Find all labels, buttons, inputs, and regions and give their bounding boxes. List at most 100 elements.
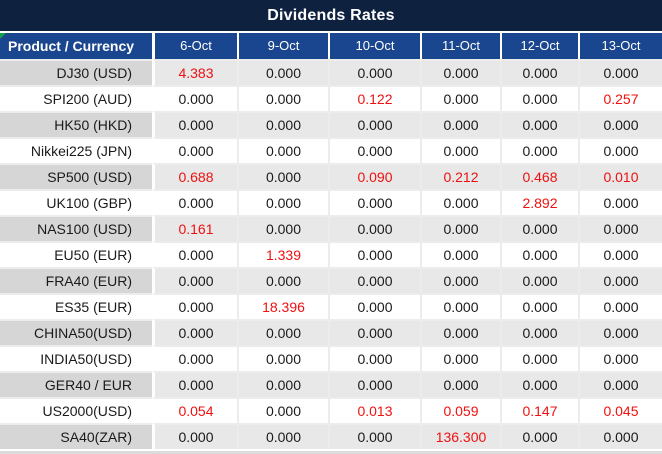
rate-cell[interactable]: 0.000: [328, 59, 420, 85]
rate-cell[interactable]: 0.000: [237, 267, 328, 293]
rate-cell[interactable]: 0.054: [152, 397, 237, 423]
product-cell[interactable]: Nikkei225 (JPN): [0, 137, 152, 163]
rate-cell[interactable]: 0.000: [500, 319, 578, 345]
header-product-currency[interactable]: Product / Currency: [0, 33, 152, 59]
rate-cell[interactable]: 0.147: [500, 397, 578, 423]
product-cell[interactable]: GER40 / EUR: [0, 371, 152, 397]
rate-cell[interactable]: 0.000: [420, 241, 500, 267]
rate-cell[interactable]: 0.000: [420, 319, 500, 345]
rate-cell[interactable]: 0.000: [152, 423, 237, 449]
header-date-10-oct[interactable]: 10-Oct: [328, 33, 420, 59]
rate-cell[interactable]: 0.000: [237, 189, 328, 215]
rate-cell[interactable]: 0.000: [237, 319, 328, 345]
rate-cell[interactable]: 0.000: [578, 215, 662, 241]
rate-cell[interactable]: 0.090: [328, 163, 420, 189]
rate-cell[interactable]: 0.000: [500, 85, 578, 111]
product-cell[interactable]: HK50 (HKD): [0, 111, 152, 137]
product-cell[interactable]: DJ30 (USD): [0, 59, 152, 85]
rate-cell[interactable]: 0.000: [328, 267, 420, 293]
product-cell[interactable]: UK100 (GBP): [0, 189, 152, 215]
rate-cell[interactable]: 0.059: [420, 397, 500, 423]
header-date-9-oct[interactable]: 9-Oct: [237, 33, 328, 59]
rate-cell[interactable]: 0.000: [328, 215, 420, 241]
header-date-12-oct[interactable]: 12-Oct: [500, 33, 578, 59]
rate-cell[interactable]: 0.000: [578, 111, 662, 137]
rate-cell[interactable]: 0.688: [152, 163, 237, 189]
header-date-11-oct[interactable]: 11-Oct: [420, 33, 500, 59]
product-cell[interactable]: CHINA50(USD): [0, 319, 152, 345]
rate-cell[interactable]: 0.000: [578, 137, 662, 163]
rate-cell[interactable]: 0.000: [328, 137, 420, 163]
rate-cell[interactable]: 0.000: [420, 215, 500, 241]
rate-cell[interactable]: 0.045: [578, 397, 662, 423]
rate-cell[interactable]: 0.000: [500, 293, 578, 319]
rate-cell[interactable]: 0.000: [578, 371, 662, 397]
rate-cell[interactable]: 0.000: [500, 215, 578, 241]
rate-cell[interactable]: 0.000: [328, 345, 420, 371]
rate-cell[interactable]: 0.000: [152, 345, 237, 371]
rate-cell[interactable]: 0.000: [328, 319, 420, 345]
rate-cell[interactable]: 0.000: [328, 189, 420, 215]
rate-cell[interactable]: 0.000: [500, 111, 578, 137]
product-cell[interactable]: SA40(ZAR): [0, 423, 152, 449]
rate-cell[interactable]: 0.000: [152, 137, 237, 163]
rate-cell[interactable]: 0.000: [500, 59, 578, 85]
rate-cell[interactable]: 0.000: [500, 241, 578, 267]
product-cell[interactable]: EU50 (EUR): [0, 241, 152, 267]
rate-cell[interactable]: 0.000: [420, 293, 500, 319]
rate-cell[interactable]: 0.000: [237, 371, 328, 397]
rate-cell[interactable]: 0.000: [578, 189, 662, 215]
rate-cell[interactable]: 0.000: [578, 241, 662, 267]
rate-cell[interactable]: 0.013: [328, 397, 420, 423]
rate-cell[interactable]: 18.396: [237, 293, 328, 319]
rate-cell[interactable]: 0.000: [420, 85, 500, 111]
rate-cell[interactable]: 0.000: [237, 59, 328, 85]
rate-cell[interactable]: 0.000: [578, 267, 662, 293]
rate-cell[interactable]: 0.000: [237, 215, 328, 241]
rate-cell[interactable]: 0.010: [578, 163, 662, 189]
rate-cell[interactable]: 0.468: [500, 163, 578, 189]
rate-cell[interactable]: 0.000: [578, 423, 662, 449]
rate-cell[interactable]: 0.000: [420, 345, 500, 371]
product-cell[interactable]: SPI200 (AUD): [0, 85, 152, 111]
rate-cell[interactable]: 0.000: [152, 293, 237, 319]
rate-cell[interactable]: 0.000: [328, 423, 420, 449]
header-date-6-oct[interactable]: 6-Oct: [152, 33, 237, 59]
rate-cell[interactable]: 136.300: [420, 423, 500, 449]
rate-cell[interactable]: 0.000: [500, 345, 578, 371]
rate-cell[interactable]: 0.000: [578, 293, 662, 319]
product-cell[interactable]: FRA40 (EUR): [0, 267, 152, 293]
rate-cell[interactable]: 0.000: [152, 189, 237, 215]
rate-cell[interactable]: 0.000: [237, 111, 328, 137]
header-date-13-oct[interactable]: 13-Oct: [578, 33, 662, 59]
product-cell[interactable]: INDIA50(USD): [0, 345, 152, 371]
rate-cell[interactable]: 0.122: [328, 85, 420, 111]
rate-cell[interactable]: 0.000: [578, 59, 662, 85]
rate-cell[interactable]: 0.212: [420, 163, 500, 189]
rate-cell[interactable]: 2.892: [500, 189, 578, 215]
rate-cell[interactable]: 0.000: [420, 267, 500, 293]
rate-cell[interactable]: 0.000: [420, 59, 500, 85]
rate-cell[interactable]: 0.000: [328, 111, 420, 137]
rate-cell[interactable]: 4.383: [152, 59, 237, 85]
rate-cell[interactable]: 0.000: [237, 85, 328, 111]
rate-cell[interactable]: 0.000: [420, 137, 500, 163]
rate-cell[interactable]: 0.000: [420, 371, 500, 397]
rate-cell[interactable]: 0.000: [500, 267, 578, 293]
rate-cell[interactable]: 0.000: [237, 345, 328, 371]
product-cell[interactable]: ES35 (EUR): [0, 293, 152, 319]
rate-cell[interactable]: 0.000: [237, 137, 328, 163]
rate-cell[interactable]: 0.000: [500, 423, 578, 449]
rate-cell[interactable]: 0.000: [500, 371, 578, 397]
rate-cell[interactable]: 0.000: [578, 319, 662, 345]
rate-cell[interactable]: 0.000: [152, 371, 237, 397]
product-cell[interactable]: US2000(USD): [0, 397, 152, 423]
rate-cell[interactable]: 0.000: [237, 397, 328, 423]
rate-cell[interactable]: 0.000: [328, 371, 420, 397]
rate-cell[interactable]: 0.000: [420, 189, 500, 215]
rate-cell[interactable]: 1.339: [237, 241, 328, 267]
rate-cell[interactable]: 0.000: [152, 111, 237, 137]
rate-cell[interactable]: 0.000: [328, 293, 420, 319]
rate-cell[interactable]: 0.161: [152, 215, 237, 241]
rate-cell[interactable]: 0.000: [500, 137, 578, 163]
